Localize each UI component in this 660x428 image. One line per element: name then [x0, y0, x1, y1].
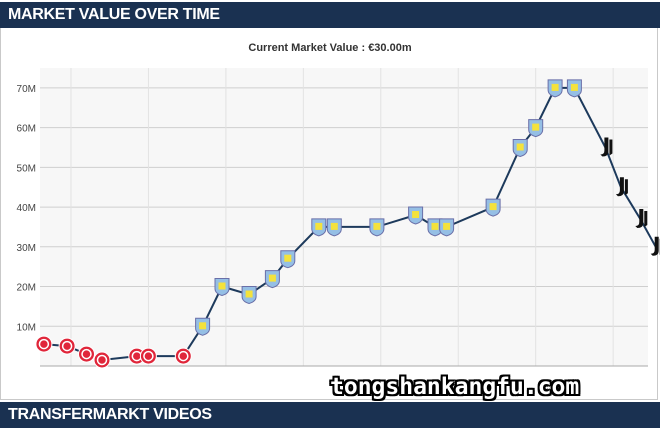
girona-icon	[58, 337, 76, 355]
juventus-icon	[635, 209, 648, 228]
y-tick-label: 70M	[17, 84, 36, 95]
juventus-icon	[615, 177, 628, 197]
aston-villa-icon	[439, 218, 455, 237]
aston-villa-icon	[528, 119, 544, 138]
aston-villa-icon	[214, 278, 230, 297]
aston-villa-icon	[241, 286, 257, 305]
aston-villa-icon	[369, 218, 385, 237]
girona-icon	[139, 347, 157, 365]
girona-icon	[128, 347, 146, 365]
y-tick-label: 30M	[17, 243, 36, 254]
aston-villa-icon	[512, 139, 528, 158]
aston-villa-icon	[195, 317, 211, 336]
aston-villa-icon	[326, 218, 342, 237]
aston-villa-icon	[280, 250, 296, 269]
chart-title: Current Market Value : €30.00m	[248, 42, 412, 54]
watermark-text: tongshankangfu.com	[330, 374, 580, 400]
plot-area	[40, 68, 648, 366]
aston-villa-icon	[566, 79, 582, 98]
girona-icon	[93, 351, 111, 369]
aston-villa-icon	[264, 270, 280, 289]
girona-icon	[174, 347, 192, 365]
aston-villa-icon	[408, 206, 424, 225]
aston-villa-icon	[485, 198, 501, 217]
y-tick-label: 50M	[17, 163, 36, 174]
juventus-icon	[600, 137, 613, 157]
transfermarkt-videos-header[interactable]: TRANSFERMARKT VIDEOS	[0, 402, 660, 428]
aston-villa-icon	[311, 218, 327, 237]
y-tick-label: 20M	[17, 283, 36, 294]
y-tick-label: 10M	[17, 322, 36, 333]
girona-icon	[78, 345, 95, 363]
girona-icon	[35, 335, 53, 353]
y-tick-label: 60M	[17, 124, 36, 135]
aston-villa-icon	[547, 79, 563, 98]
y-tick-label: 40M	[17, 203, 36, 214]
market-value-header: MARKET VALUE OVER TIME	[0, 2, 660, 28]
